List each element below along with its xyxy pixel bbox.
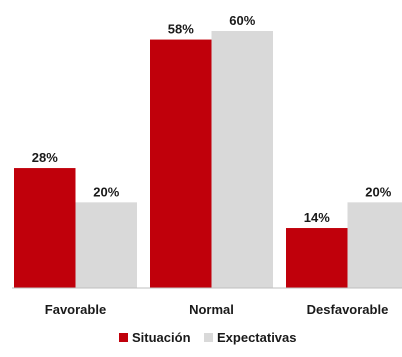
data-label: 14% [304, 210, 330, 225]
x-tick-label: Desfavorable [307, 302, 389, 317]
x-tick-label: Normal [189, 302, 234, 317]
legend: Situación Expectativas [119, 330, 297, 345]
data-label: 60% [229, 13, 255, 28]
bar-desfavorable-situacion [286, 228, 348, 288]
x-tick-label: Favorable [45, 302, 106, 317]
legend-swatch [204, 333, 213, 342]
legend-item-expectativas: Expectativas [204, 330, 297, 345]
legend-label: Situación [132, 330, 191, 345]
bar-favorable-expectativas [76, 202, 138, 288]
bar-normal-expectativas [212, 31, 274, 288]
bars-layer [14, 31, 402, 288]
legend-swatch [119, 333, 128, 342]
legend-label: Expectativas [217, 330, 297, 345]
data-label: 20% [93, 184, 119, 199]
legend-item-situacion: Situación [119, 330, 191, 345]
bar-desfavorable-expectativas [348, 202, 402, 288]
data-label: 28% [32, 150, 58, 165]
x-tick-labels-layer: Favorable Normal Desfavorable [45, 302, 389, 317]
data-label: 58% [168, 22, 194, 37]
bar-normal-situacion [150, 40, 212, 288]
bar-favorable-situacion [14, 168, 76, 288]
data-label: 20% [365, 184, 391, 199]
